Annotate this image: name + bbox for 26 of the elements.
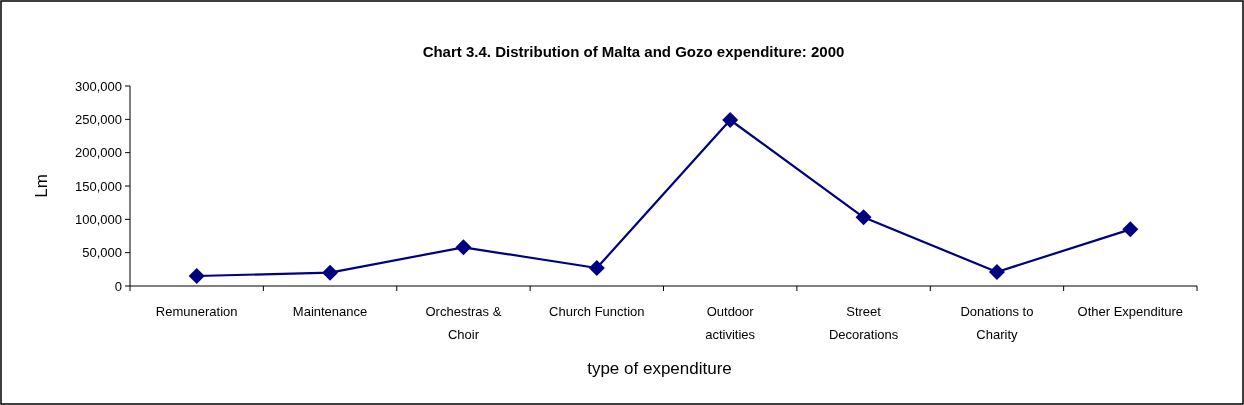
x-tick-label: Remuneration (155, 304, 238, 319)
y-tick-label: 200,000 (75, 145, 122, 161)
y-tick-label: 50,000 (82, 245, 122, 261)
x-tick-label: Maintenance (292, 304, 368, 319)
x-tick-label: Donations to Charity (960, 304, 1034, 342)
y-axis-title: Lm (32, 174, 51, 198)
x-tick-label: Street Decorations (828, 304, 899, 342)
y-tick-label: 0 (114, 278, 122, 294)
x-tick-label: Outdoor activities (705, 304, 756, 342)
point (322, 264, 339, 281)
point (455, 239, 472, 256)
y-tick-label: 300,000 (75, 78, 122, 94)
y-tick-label: 150,000 (75, 178, 122, 194)
point (588, 260, 605, 276)
y-tick-label: 100,000 (75, 211, 122, 227)
x-tick-label: Other Expenditure (1077, 304, 1184, 319)
x-tick-label: Orchestras & Choir (425, 304, 502, 342)
point (988, 264, 1005, 280)
point (722, 112, 739, 128)
x-axis-title: type of expenditure (587, 359, 732, 378)
point (1122, 221, 1139, 238)
chart-title: Chart 3.4. Distribution of Malta and Gozo expenditure: 2000 (422, 43, 845, 60)
y-tick-label: 250,000 (75, 111, 122, 127)
point (188, 268, 205, 284)
point (855, 209, 872, 226)
x-tick-label: Church Function (549, 304, 645, 319)
